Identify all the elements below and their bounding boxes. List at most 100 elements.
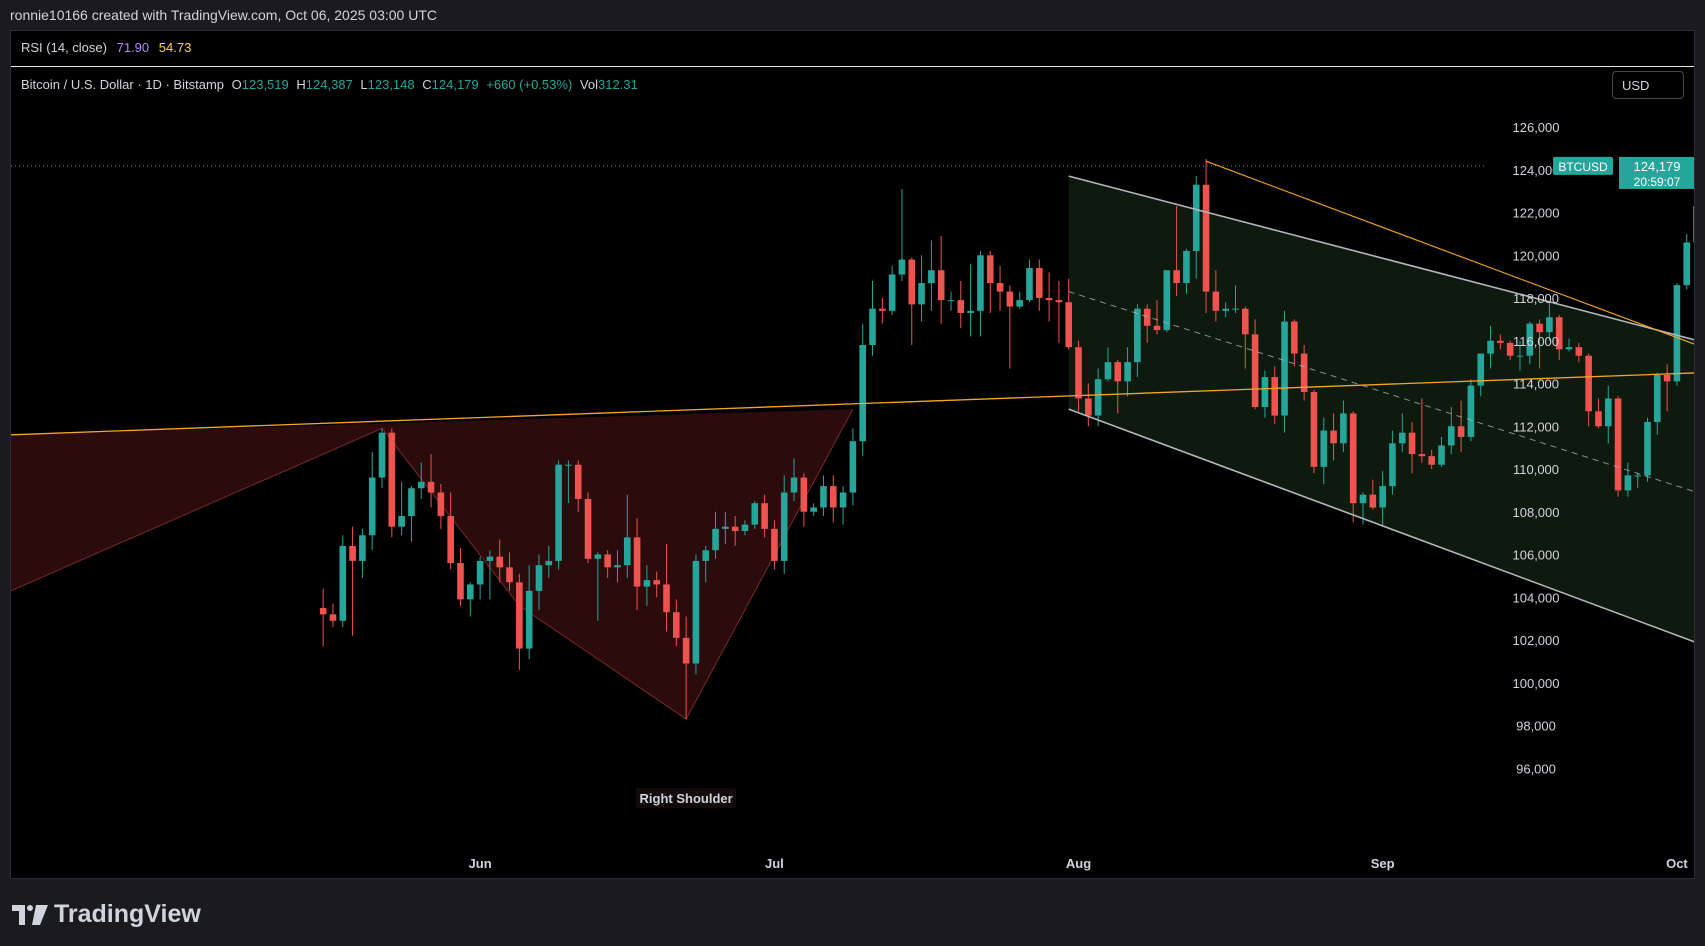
overlay-drawings: Right Shoulder (11, 160, 1694, 808)
candle-body (339, 545, 347, 621)
candle-body (1035, 268, 1043, 298)
candle-body (1428, 456, 1435, 465)
candle-body (496, 556, 504, 568)
y-tick-label: 116,000 (1513, 334, 1559, 349)
descending-trendline (1205, 160, 1694, 345)
x-tick-label: Jun (469, 856, 492, 871)
rsi-value-2: 54.73 (158, 40, 192, 55)
candle-body (1104, 362, 1112, 380)
candle-body (1192, 184, 1200, 251)
candle-body (1624, 475, 1632, 491)
candle-body (1506, 342, 1514, 356)
change-value: +660 (+0.53%) (486, 77, 573, 92)
candle-body (633, 537, 641, 587)
candle-body (388, 432, 396, 527)
ticker-tag-box (1553, 156, 1613, 175)
y-tick-label: 120,000 (1513, 248, 1560, 263)
candle-body (692, 560, 700, 664)
candle-body (1045, 298, 1053, 301)
candle-body (1291, 321, 1298, 354)
candle-body (673, 612, 680, 638)
symbol-title: Bitcoin / U.S. Dollar · 1D · Bitstamp (21, 77, 224, 92)
pattern-shading (11, 409, 853, 720)
candle-body (1153, 325, 1161, 331)
candle-body (682, 637, 690, 664)
candle-body (604, 554, 611, 568)
candle-body (1654, 374, 1661, 422)
candle-body (1614, 398, 1622, 491)
high-value: 124,387 (305, 77, 353, 92)
candle-body (1232, 308, 1239, 310)
annotation-label: Right Shoulder (640, 791, 733, 806)
candle-body (329, 614, 337, 621)
candle-body (839, 492, 847, 508)
candle-body (1281, 321, 1288, 416)
candle-body (643, 580, 651, 587)
candle-body (1683, 242, 1691, 286)
candle-body (1634, 475, 1641, 477)
candle-body (1241, 308, 1249, 335)
candle-body (1134, 308, 1141, 363)
ticker-tag-label: BTCUSD (1558, 160, 1608, 174)
candle-body (1075, 347, 1082, 399)
candle-body (1310, 392, 1318, 467)
candle-body (437, 492, 445, 517)
tradingview-logo-icon (12, 904, 48, 925)
candle-body (1183, 250, 1190, 284)
candle-body (408, 488, 415, 517)
candle-body (457, 563, 464, 600)
candle-body (1389, 443, 1396, 487)
y-tick-label: 118,000 (1513, 291, 1559, 306)
y-tick-label: 112,000 (1513, 419, 1559, 434)
candle-body (623, 537, 631, 566)
open-label: O (231, 77, 242, 92)
candle-body (1173, 270, 1180, 284)
candle-body (1516, 355, 1524, 357)
x-tick-label: Jul (765, 856, 784, 871)
y-tick-label: 124,000 (1513, 163, 1560, 178)
candle-body (1644, 421, 1651, 476)
tradingview-watermark: TradingView (12, 900, 201, 929)
candle-body (1536, 323, 1543, 333)
y-tick-label: 106,000 (1513, 548, 1560, 563)
channel-upper-line (1068, 175, 1694, 341)
candle-body (771, 528, 778, 561)
price-chart[interactable]: Right Shoulder 126,000 124,000 122,000 120,… (11, 31, 1695, 879)
candle-body (1418, 454, 1426, 457)
candle-body (947, 300, 955, 302)
candle-body (1673, 285, 1681, 382)
candles-group (319, 159, 1694, 720)
y-tick-label: 108,000 (1513, 505, 1560, 520)
candle-body (751, 503, 759, 525)
candle-body (1497, 340, 1504, 343)
y-tick-label: 102,000 (1513, 633, 1560, 648)
candle-body (1438, 445, 1445, 465)
candle-body (467, 584, 474, 600)
candle-body (1477, 353, 1485, 386)
low-value: 123,148 (367, 77, 415, 92)
candle-body (614, 565, 621, 568)
neckline (11, 372, 1694, 436)
candle-body (996, 283, 1004, 292)
candle-body (1026, 268, 1033, 301)
channel-midline (1068, 291, 1694, 492)
candle-body (918, 283, 925, 305)
candle-body (937, 270, 945, 301)
candle-body (712, 528, 719, 551)
rsi-indicator-bar[interactable]: RSI (14, close) 71.90 54.73 (11, 31, 1694, 67)
candle-body (1546, 317, 1553, 333)
currency-button[interactable]: USD (1612, 71, 1684, 99)
candle-body (849, 441, 857, 493)
y-tick-label: 122,000 (1513, 206, 1560, 221)
candle-body (702, 550, 710, 561)
open-value: 123,519 (241, 77, 289, 92)
candle-body (555, 464, 562, 561)
right-shoulder-annotation: Right Shoulder (636, 788, 737, 808)
candle-body (653, 580, 660, 585)
candle-body (879, 308, 886, 311)
y-tick-label: 114,000 (1513, 377, 1559, 392)
candle-body (1408, 432, 1416, 455)
candle-body (1202, 184, 1210, 292)
candle-body (1163, 270, 1171, 331)
candle-body (967, 310, 974, 313)
